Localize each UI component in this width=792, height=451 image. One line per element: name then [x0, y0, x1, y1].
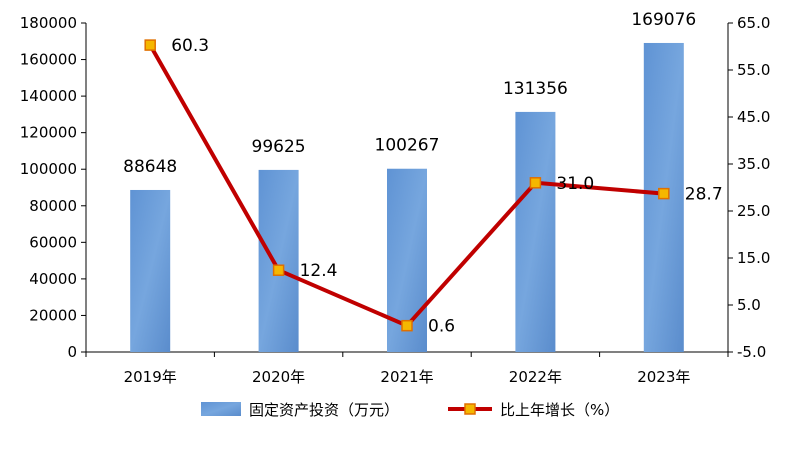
right-tick-label: 45.0	[737, 108, 770, 126]
x-tick-label: 2019年	[124, 368, 177, 386]
legend: 固定资产投资（万元） 比上年增长（%）	[201, 401, 619, 419]
bar-value-label: 131356	[503, 79, 568, 99]
left-tick-label: 60000	[29, 233, 77, 251]
bar-value-label: 169076	[631, 10, 696, 30]
right-tick-label: 15.0	[737, 249, 770, 267]
left-tick-label: 0	[67, 343, 77, 361]
line-point-marker	[144, 39, 156, 51]
bar	[258, 169, 299, 352]
line-series	[144, 39, 670, 332]
left-tick-label: 160000	[20, 51, 77, 69]
line-point-marker	[272, 264, 285, 276]
left-tick-label: 20000	[29, 306, 77, 324]
line-value-label: 31.0	[556, 174, 594, 194]
line-value-label: 0.6	[428, 317, 455, 337]
left-tick-label: 180000	[20, 14, 77, 32]
right-tick-label: 35.0	[737, 155, 770, 173]
right-tick-label: 65.0	[737, 14, 770, 32]
legend-bar-label: 固定资产投资（万元）	[249, 401, 399, 419]
right-tick-label: 25.0	[737, 202, 770, 220]
left-tick-label: 80000	[29, 197, 77, 215]
x-tick-label: 2022年	[509, 368, 562, 386]
right-tick-label: 5.0	[737, 296, 761, 314]
right-tick-label: -5.0	[737, 343, 766, 361]
legend-line-marker	[464, 403, 476, 415]
line-point-marker	[401, 319, 413, 332]
line-value-label: 28.7	[685, 185, 723, 205]
bar	[515, 111, 556, 352]
left-tick-label: 120000	[20, 124, 77, 142]
line-point-marker	[529, 177, 542, 189]
line-value-label: 12.4	[300, 261, 338, 281]
line-value-label: 60.3	[171, 36, 209, 56]
legend-bar-swatch	[201, 402, 241, 416]
data-labels: 88648 99625 100267 131356 169076 60.3 12.4 0.6 3…	[123, 10, 723, 337]
x-tick-label: 2023年	[637, 368, 690, 386]
line-point-marker	[658, 187, 670, 200]
legend-line-label: 比上年增长（%）	[500, 401, 619, 419]
bar	[130, 189, 171, 352]
bar-value-label: 99625	[252, 137, 306, 157]
x-tick-label: 2020年	[252, 368, 305, 386]
axes: 0 20000 40000 60000 80000 100000 120000 140000 1…	[20, 14, 771, 386]
bar-value-label: 100267	[375, 136, 440, 156]
left-tick-label: 40000	[29, 270, 77, 288]
bar-series	[130, 42, 684, 352]
bar-value-label: 88648	[123, 157, 177, 177]
right-tick-label: 55.0	[737, 61, 770, 79]
x-tick-label: 2021年	[380, 368, 433, 386]
left-tick-label: 100000	[20, 160, 77, 178]
left-tick-label: 140000	[20, 87, 77, 105]
